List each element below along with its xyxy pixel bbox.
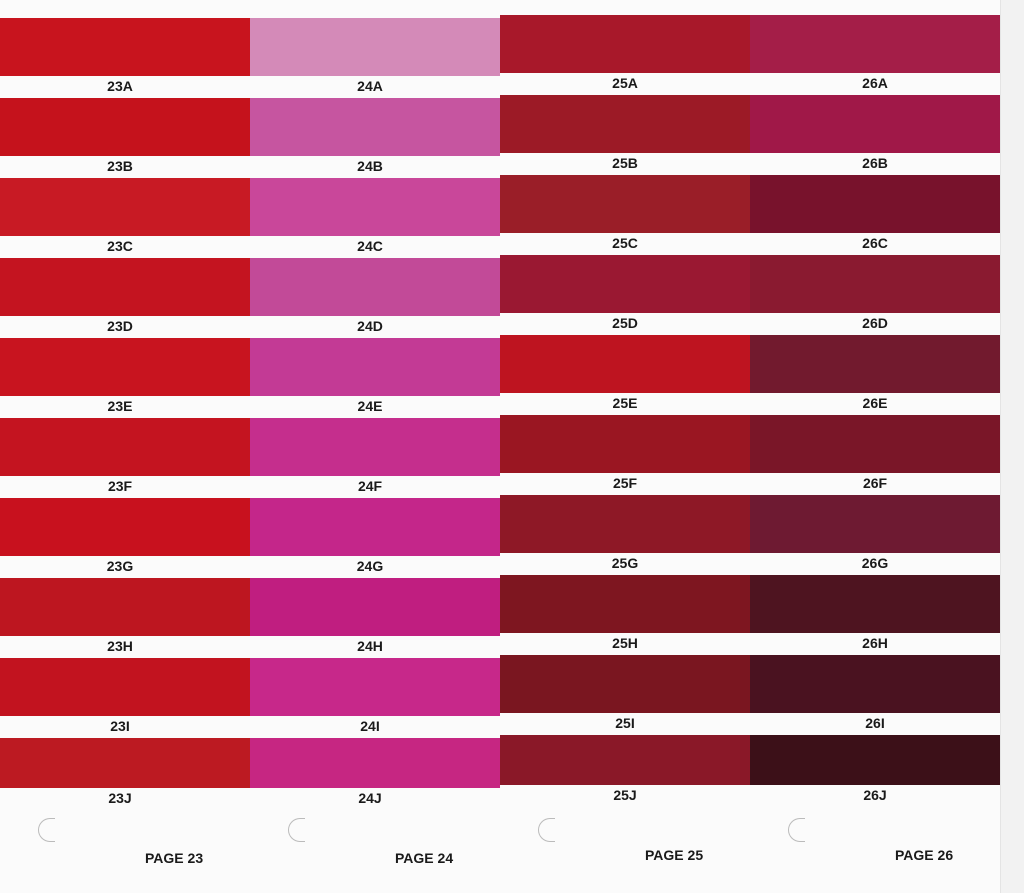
color-swatch <box>0 498 250 556</box>
color-swatch <box>250 18 500 76</box>
color-swatch <box>750 335 1000 393</box>
punch-hole <box>288 818 305 842</box>
color-swatch <box>0 178 250 236</box>
color-swatch <box>500 735 750 785</box>
color-swatch <box>500 255 750 313</box>
swatch-code: 23B <box>107 158 133 174</box>
color-swatch <box>500 415 750 473</box>
swatch-code: 26F <box>862 475 888 491</box>
swatch-code: 24H <box>357 638 383 654</box>
swatch-code: 26H <box>862 635 888 651</box>
swatch-code: 23F <box>107 478 133 494</box>
swatch-code: 25B <box>612 155 638 171</box>
color-swatch <box>750 575 1000 633</box>
swatch-code: 23H <box>107 638 133 654</box>
swatch-code: 23G <box>106 558 134 574</box>
punch-hole <box>538 818 555 842</box>
swatch-code: 25G <box>611 555 639 571</box>
swatch-code: 24E <box>357 398 383 414</box>
swatch-code: 24A <box>357 78 383 94</box>
color-swatch <box>0 658 250 716</box>
color-swatch <box>750 175 1000 233</box>
swatch-code: 26C <box>862 235 888 251</box>
swatch-code: 24C <box>357 238 383 254</box>
swatch-code: 26B <box>862 155 888 171</box>
swatch-code: 25I <box>615 715 635 731</box>
swatch-code: 23J <box>108 790 132 806</box>
swatch-code: 24J <box>358 790 382 806</box>
color-swatch <box>500 95 750 153</box>
color-swatch <box>250 578 500 636</box>
color-swatch <box>750 255 1000 313</box>
color-swatch <box>750 735 1000 785</box>
color-swatch <box>250 658 500 716</box>
swatch-code: 25A <box>612 75 638 91</box>
color-swatch <box>500 15 750 73</box>
swatch-code: 24B <box>357 158 383 174</box>
color-swatch <box>500 495 750 553</box>
swatch-code: 25D <box>612 315 638 331</box>
swatch-code: 23I <box>110 718 130 734</box>
swatch-code: 26E <box>862 395 888 411</box>
page-card: 25A 25B 25C 25D 25E 25F 25G 25H 25I 25J PAGE 25 <box>500 0 751 893</box>
swatch-code: 26G <box>861 555 889 571</box>
color-swatch <box>250 98 500 156</box>
page-card: 24A 24B 24C 24D 24E 24F 24G 24H 24I 24J PAGE 24 <box>250 0 501 893</box>
swatch-code: 25E <box>612 395 638 411</box>
page-card: 26A 26B 26C 26D 26E 26F 26G 26H 26I 26J PAGE 26 <box>750 0 1001 893</box>
page-label: PAGE 25 <box>645 847 704 863</box>
color-swatch <box>0 258 250 316</box>
swatch-code: 24G <box>356 558 384 574</box>
swatch-code: 26D <box>862 315 888 331</box>
color-swatch <box>250 338 500 396</box>
page-card: 23A 23B 23C 23D 23E 23F 23G 23H 23I 23J PAGE 23 <box>0 0 251 893</box>
color-swatch <box>250 418 500 476</box>
swatch-code: 24I <box>360 718 380 734</box>
swatch-code: 26I <box>865 715 885 731</box>
color-swatch <box>750 15 1000 73</box>
color-swatch <box>0 18 250 76</box>
punch-hole <box>38 818 55 842</box>
color-swatch <box>750 95 1000 153</box>
color-swatch <box>750 655 1000 713</box>
page-label: PAGE 24 <box>395 850 454 866</box>
swatch-code: 26J <box>863 787 887 803</box>
page-label: PAGE 26 <box>895 847 954 863</box>
punch-hole <box>788 818 805 842</box>
swatch-code: 26A <box>862 75 888 91</box>
color-swatch <box>0 418 250 476</box>
color-swatch <box>500 175 750 233</box>
swatch-code: 25F <box>612 475 638 491</box>
color-swatch <box>500 655 750 713</box>
swatch-code: 25J <box>613 787 637 803</box>
swatch-code: 23A <box>107 78 133 94</box>
swatch-code: 23E <box>107 398 133 414</box>
swatch-code: 24D <box>357 318 383 334</box>
color-swatch <box>0 338 250 396</box>
color-swatch <box>0 738 250 788</box>
swatch-code: 23D <box>107 318 133 334</box>
swatch-code: 25H <box>612 635 638 651</box>
color-swatch <box>750 495 1000 553</box>
swatch-code: 23C <box>107 238 133 254</box>
color-swatch <box>500 575 750 633</box>
page-label: PAGE 23 <box>145 850 204 866</box>
color-swatch <box>500 335 750 393</box>
color-swatch <box>750 415 1000 473</box>
color-swatch <box>250 258 500 316</box>
color-swatch <box>250 498 500 556</box>
color-swatch <box>250 738 500 788</box>
color-swatch <box>0 98 250 156</box>
color-swatch <box>0 578 250 636</box>
color-swatch <box>250 178 500 236</box>
swatch-code: 25C <box>612 235 638 251</box>
swatch-code: 24F <box>357 478 383 494</box>
